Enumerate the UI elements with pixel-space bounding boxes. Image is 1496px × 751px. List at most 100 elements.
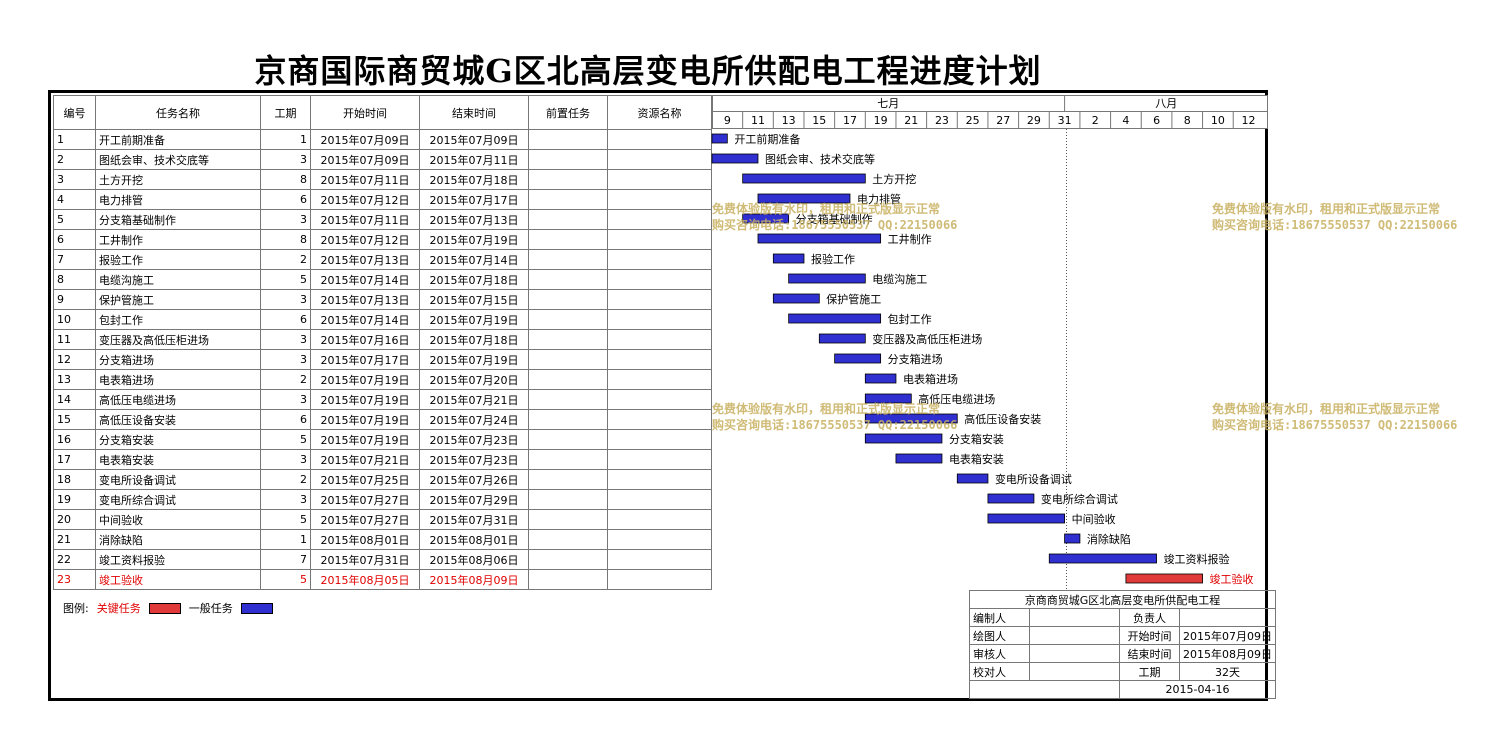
gantt-bar [987, 513, 1065, 524]
gantt-bar [956, 473, 989, 484]
gantt-bar [895, 453, 943, 464]
day-tick-label: 4 [1122, 114, 1129, 127]
cell-duration: 3 [260, 289, 311, 310]
gantt-bar [742, 213, 790, 224]
cell-resource [607, 509, 712, 530]
cell-id: 17 [53, 449, 96, 470]
cell-end: 2015年07月11日 [419, 149, 529, 170]
cell-start: 2015年07月19日 [310, 389, 420, 410]
cell-end: 2015年07月19日 [419, 309, 529, 330]
cell-duration: 6 [260, 409, 311, 430]
gantt-bar [1064, 533, 1081, 544]
table-row: 20 中间验收 5 2015年07月27日 2015年07月31日 [53, 509, 712, 530]
cell-duration: 3 [260, 389, 311, 410]
gantt-bar [788, 273, 866, 284]
cell-start: 2015年07月09日 [310, 149, 420, 170]
table-row: 5 分支箱基础制作 3 2015年07月11日 2015年07月13日 [53, 209, 712, 230]
col-header-start: 开始时间 [310, 95, 420, 130]
cell-duration: 7 [260, 549, 311, 570]
table-row: 7 报验工作 2 2015年07月13日 2015年07月14日 [53, 249, 712, 270]
info-project-name: 京商商贸城G区北高层变电所供配电工程 [968, 590, 1277, 609]
cell-predecessor [528, 189, 608, 210]
cell-start: 2015年07月14日 [310, 269, 420, 290]
cell-id: 18 [53, 469, 96, 490]
table-row: 6 工井制作 8 2015年07月12日 2015年07月19日 [53, 229, 712, 250]
cell-resource [607, 289, 712, 310]
cell-start: 2015年07月19日 [310, 369, 420, 390]
legend-critical-swatch [148, 602, 181, 614]
table-row: 3 土方开挖 8 2015年07月11日 2015年07月18日 [53, 169, 712, 190]
table-row: 22 竣工资料报验 7 2015年07月31日 2015年08月06日 [53, 549, 712, 570]
cell-start: 2015年08月01日 [310, 529, 420, 550]
col-header-id: 编号 [53, 95, 96, 130]
cell-predecessor [528, 349, 608, 370]
gantt-bar [788, 313, 882, 324]
day-tick-label: 10 [1211, 114, 1225, 127]
cell-name: 高低压电缆进场 [95, 389, 261, 410]
cell-start: 2015年07月17日 [310, 349, 420, 370]
cell-start: 2015年07月11日 [310, 209, 420, 230]
cell-id: 12 [53, 349, 96, 370]
cell-end: 2015年07月21日 [419, 389, 529, 410]
cell-resource [607, 189, 712, 210]
cell-name: 竣工验收 [95, 569, 261, 590]
cell-predecessor [528, 529, 608, 550]
cell-id: 16 [53, 429, 96, 450]
gantt-bar-label: 土方开挖 [872, 172, 916, 186]
cell-duration: 6 [260, 189, 311, 210]
cell-predecessor [528, 389, 608, 410]
cell-resource [607, 529, 712, 550]
gantt-bar-label: 电表箱进场 [903, 372, 958, 386]
gantt-bar [757, 233, 882, 244]
cell-duration: 2 [260, 369, 311, 390]
table-row: 18 变电所设备调试 2 2015年07月25日 2015年07月26日 [53, 469, 712, 490]
cell-end: 2015年07月18日 [419, 169, 529, 190]
day-tick-label: 15 [812, 114, 826, 127]
info-duration-value: 32天 [1178, 662, 1277, 681]
table-row: 14 高低压电缆进场 3 2015年07月19日 2015年07月21日 [53, 389, 712, 410]
cell-end: 2015年07月15日 [419, 289, 529, 310]
info-blank [969, 680, 1120, 699]
cell-predecessor [528, 469, 608, 490]
day-tick-label: 9 [724, 114, 731, 127]
cell-resource [607, 549, 712, 570]
cell-end: 2015年07月09日 [419, 129, 529, 150]
cell-duration: 3 [260, 209, 311, 230]
cell-resource [607, 169, 712, 190]
cell-id: 5 [53, 209, 96, 230]
cell-end: 2015年08月09日 [419, 569, 529, 590]
info-reviewer-value [1029, 644, 1120, 663]
table-row: 13 电表箱进场 2 2015年07月19日 2015年07月20日 [53, 369, 712, 390]
gantt-bar-label: 包封工作 [888, 312, 932, 326]
day-tick-label: 11 [751, 114, 765, 127]
cell-resource [607, 489, 712, 510]
table-header-row: 编号 任务名称 工期 开始时间 结束时间 前置任务 资源名称 [53, 95, 712, 130]
task-table: 编号 任务名称 工期 开始时间 结束时间 前置任务 资源名称 1 开工前期准备 1 2… [53, 95, 712, 590]
cell-duration: 8 [260, 229, 311, 250]
col-header-end: 结束时间 [419, 95, 529, 130]
cell-id: 23 [53, 569, 96, 590]
cell-predecessor [528, 229, 608, 250]
gantt-bar-label: 保护管施工 [826, 292, 881, 306]
cell-id: 10 [53, 309, 96, 330]
cell-name: 包封工作 [95, 309, 261, 330]
col-header-name: 任务名称 [95, 95, 261, 130]
legend-normal-swatch [240, 602, 273, 614]
cell-duration: 2 [260, 249, 311, 270]
cell-predecessor [528, 209, 608, 230]
cell-name: 电力排管 [95, 189, 261, 210]
cell-id: 3 [53, 169, 96, 190]
cell-id: 22 [53, 549, 96, 570]
gantt-bar-label: 报验工作 [811, 252, 855, 266]
cell-start: 2015年07月19日 [310, 429, 420, 450]
table-row: 17 电表箱安装 3 2015年07月21日 2015年07月23日 [53, 449, 712, 470]
cell-name: 报验工作 [95, 249, 261, 270]
cell-resource [607, 249, 712, 270]
cell-id: 21 [53, 529, 96, 550]
cell-duration: 3 [260, 149, 311, 170]
cell-predecessor [528, 269, 608, 290]
cell-predecessor [528, 509, 608, 530]
gantt-bar-label: 变电所综合调试 [1041, 492, 1118, 506]
cell-name: 电表箱安装 [95, 449, 261, 470]
gantt-bar-label: 电表箱安装 [949, 452, 1004, 466]
